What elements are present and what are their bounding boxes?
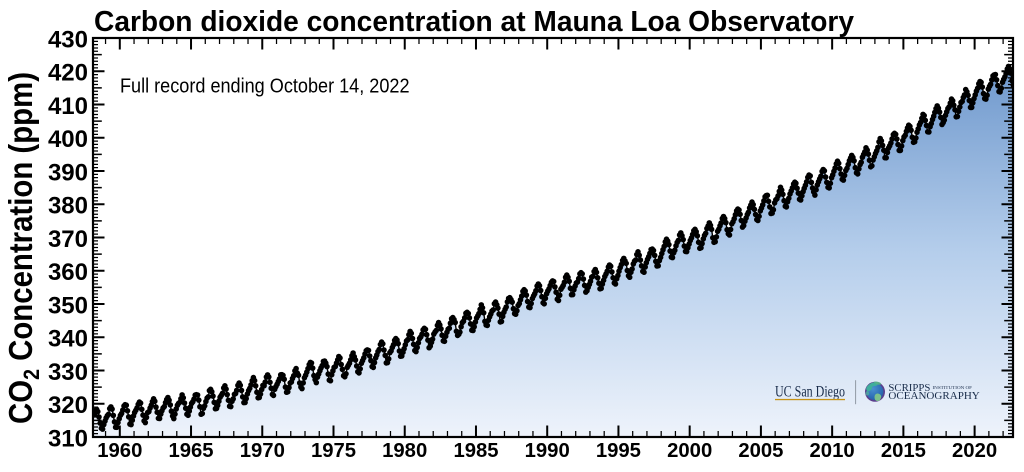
svg-text:330: 330: [48, 359, 88, 386]
svg-text:1970: 1970: [240, 440, 285, 462]
svg-text:Full record ending October 14,: Full record ending October 14, 2022: [120, 75, 410, 97]
svg-text:2000: 2000: [667, 440, 712, 462]
svg-text:1990: 1990: [525, 440, 570, 462]
svg-text:1985: 1985: [453, 440, 498, 462]
svg-text:2020: 2020: [952, 440, 997, 462]
svg-text:1980: 1980: [382, 440, 427, 462]
svg-text:CO2 Concentration (ppm): CO2 Concentration (ppm): [2, 72, 44, 424]
svg-text:340: 340: [48, 326, 88, 353]
svg-text:370: 370: [48, 226, 88, 253]
svg-text:400: 400: [48, 126, 88, 153]
svg-text:1995: 1995: [596, 440, 641, 462]
svg-text:OCEANOGRAPHY: OCEANOGRAPHY: [888, 391, 979, 402]
svg-text:420: 420: [48, 60, 88, 87]
svg-text:1975: 1975: [311, 440, 356, 462]
svg-text:390: 390: [48, 159, 88, 186]
svg-text:310: 310: [48, 425, 88, 452]
svg-text:SCRIPPS: SCRIPPS: [888, 383, 930, 394]
svg-text:Carbon dioxide concentration a: Carbon dioxide concentration at Mauna Lo…: [94, 6, 854, 38]
svg-text:380: 380: [48, 193, 88, 220]
svg-text:430: 430: [48, 26, 88, 53]
svg-text:2005: 2005: [738, 440, 783, 462]
svg-text:1960: 1960: [97, 440, 142, 462]
svg-text:2015: 2015: [881, 440, 926, 462]
svg-text:2010: 2010: [810, 440, 855, 462]
svg-text:360: 360: [48, 259, 88, 286]
svg-text:320: 320: [48, 392, 88, 419]
svg-text:INSTITUTION OF: INSTITUTION OF: [933, 385, 973, 390]
svg-text:1965: 1965: [168, 440, 213, 462]
svg-text:410: 410: [48, 93, 88, 120]
svg-text:UC San Diego: UC San Diego: [775, 384, 845, 401]
svg-text:350: 350: [48, 292, 88, 319]
